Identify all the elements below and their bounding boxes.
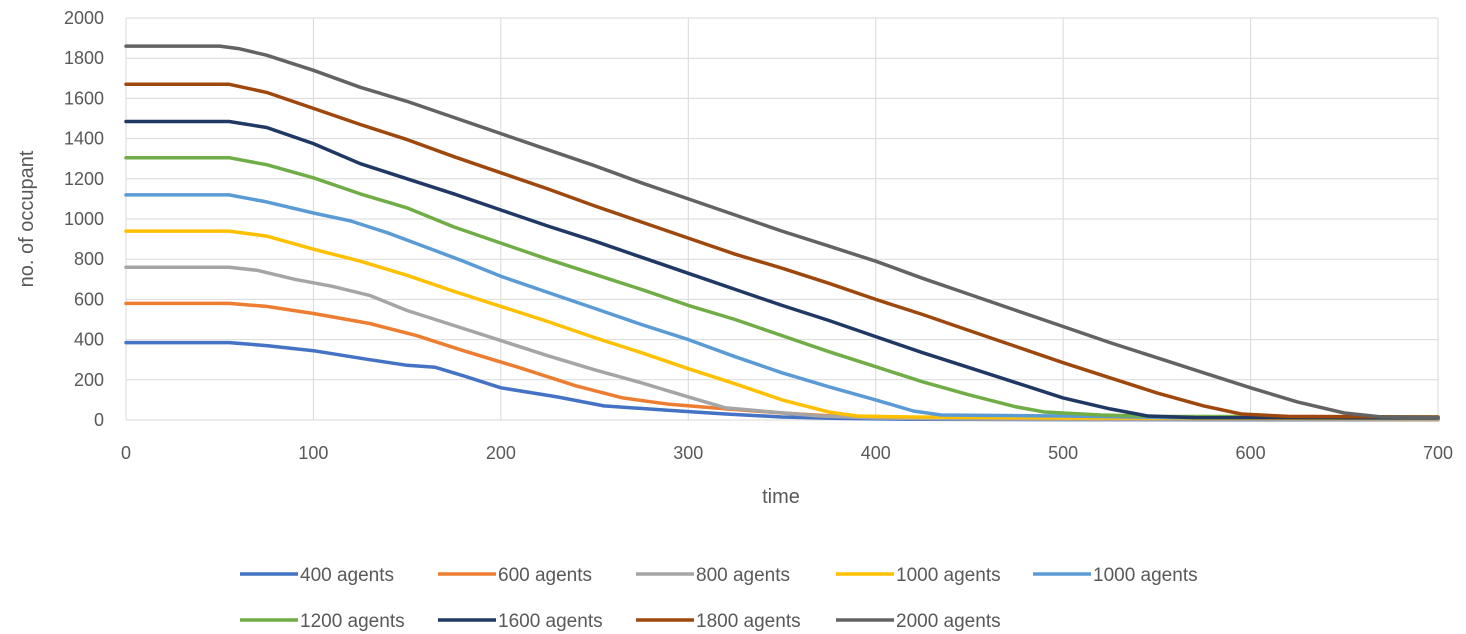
y-axis-ticks: 0 200 400 600 800 1000 1200 1400 1600 1800 2000	[64, 8, 104, 430]
legend-item: 800 agents	[636, 565, 790, 586]
x-axis-title: time	[762, 486, 800, 508]
legend-label: 600 agents	[498, 565, 592, 586]
x-tick-label: 300	[673, 443, 703, 463]
x-tick-label: 200	[486, 443, 516, 463]
chart-legend: 400 agents 600 agents 800 agents 1000 agent…	[240, 565, 1198, 632]
x-tick-label: 600	[1236, 443, 1266, 463]
y-tick-label: 200	[74, 370, 104, 390]
y-axis-title: no. of occupant	[16, 150, 38, 287]
legend-label: 1800 agents	[696, 611, 801, 632]
legend-label: 800 agents	[696, 565, 790, 586]
legend-item: 1000 agents	[1033, 565, 1198, 586]
chart-series-layer	[124, 44, 1440, 422]
legend-label: 1600 agents	[498, 611, 603, 632]
legend-item: 1200 agents	[240, 611, 405, 632]
series-line-7	[124, 119, 1440, 420]
x-tick-label: 100	[298, 443, 328, 463]
series-line-5	[124, 193, 1440, 420]
legend-item: 1000 agents	[836, 565, 1001, 586]
series-line-9	[124, 44, 1440, 420]
y-tick-label: 1800	[64, 48, 104, 68]
x-axis-ticks: 0 100 200 300 400 500 600 700	[121, 443, 1453, 463]
legend-item: 400 agents	[240, 565, 394, 586]
y-tick-label: 1600	[64, 88, 104, 108]
legend-label: 1000 agents	[1093, 565, 1198, 586]
legend-item: 1600 agents	[438, 611, 603, 632]
legend-label: 400 agents	[300, 565, 394, 586]
y-tick-label: 2000	[64, 8, 104, 28]
x-tick-label: 400	[861, 443, 891, 463]
y-tick-label: 0	[94, 410, 104, 430]
series-line-2	[124, 301, 1440, 422]
x-tick-label: 500	[1048, 443, 1078, 463]
legend-label: 1000 agents	[896, 565, 1001, 586]
legend-item: 600 agents	[438, 565, 592, 586]
y-tick-label: 600	[74, 289, 104, 309]
y-tick-label: 1200	[64, 169, 104, 189]
legend-item: 2000 agents	[836, 611, 1001, 632]
legend-item: 1800 agents	[636, 611, 801, 632]
x-tick-label: 0	[121, 443, 131, 463]
x-tick-label: 700	[1423, 443, 1453, 463]
legend-label: 1200 agents	[300, 611, 405, 632]
series-line-6	[124, 155, 1440, 419]
series-line-8	[124, 82, 1440, 419]
chart-grid	[125, 17, 1439, 421]
y-tick-label: 1400	[64, 129, 104, 149]
y-tick-label: 800	[74, 249, 104, 269]
series-line-4	[124, 229, 1440, 421]
legend-label: 2000 agents	[896, 611, 1001, 632]
y-tick-label: 1000	[64, 209, 104, 229]
y-tick-label: 400	[74, 330, 104, 350]
series-line-1	[124, 340, 1440, 422]
series-line-3	[124, 265, 1440, 422]
